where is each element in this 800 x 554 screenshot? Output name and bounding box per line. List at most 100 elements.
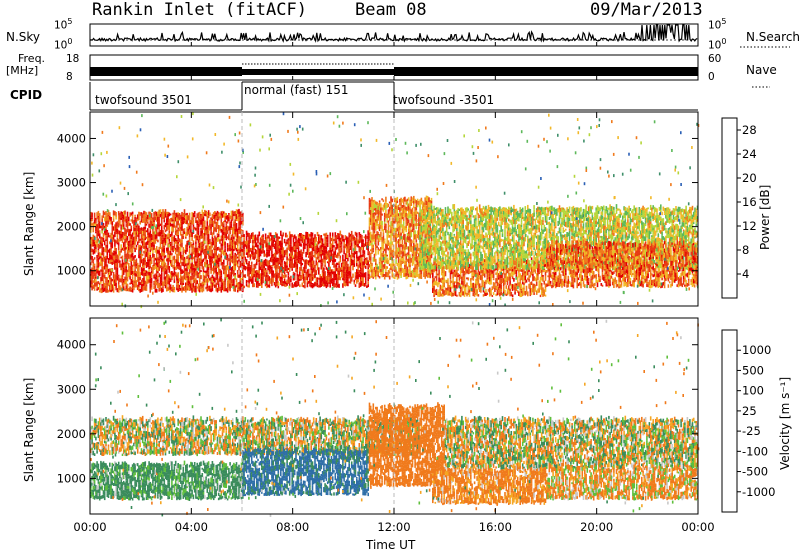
echo-cell bbox=[129, 276, 131, 279]
echo-cell bbox=[189, 213, 191, 216]
echo-cell bbox=[189, 216, 191, 221]
echo-cell bbox=[251, 262, 253, 265]
echo-cell bbox=[193, 240, 195, 242]
echo-cell bbox=[332, 241, 334, 244]
echo-cell bbox=[464, 276, 466, 279]
echo-cell bbox=[262, 234, 264, 237]
echo-cell bbox=[362, 277, 364, 281]
echo-cell bbox=[183, 283, 185, 285]
echo-cell bbox=[493, 274, 495, 278]
echo-cell bbox=[271, 267, 273, 269]
echo-cell bbox=[361, 257, 363, 262]
echo-cell bbox=[198, 230, 200, 235]
echo-cell bbox=[218, 234, 220, 237]
echo-cell bbox=[200, 275, 202, 279]
echo-cell bbox=[354, 256, 356, 259]
echo-cell bbox=[318, 267, 320, 270]
echo-cell bbox=[117, 268, 119, 271]
echo-cell bbox=[127, 277, 129, 282]
echo-cell bbox=[386, 255, 388, 257]
echo-cell bbox=[174, 235, 176, 238]
echo-cell bbox=[286, 265, 288, 268]
echo-cell bbox=[153, 245, 155, 247]
echo-cell bbox=[189, 260, 191, 264]
echo-cell bbox=[403, 221, 405, 226]
echo-cell bbox=[317, 262, 319, 266]
echo-cell bbox=[286, 253, 288, 257]
echo-cell bbox=[110, 217, 112, 221]
echo-cell bbox=[340, 256, 342, 259]
echo-cell bbox=[171, 260, 173, 264]
echo-cell bbox=[200, 255, 202, 257]
echo-cell bbox=[248, 284, 250, 288]
echo-cell bbox=[132, 212, 134, 215]
echo-cell bbox=[151, 260, 153, 264]
echo-cell bbox=[385, 197, 387, 202]
echo-cell bbox=[384, 241, 386, 244]
echo-cell bbox=[335, 271, 337, 273]
echo-cell bbox=[395, 245, 397, 248]
echo-cell bbox=[223, 223, 225, 225]
echo-cell bbox=[308, 269, 310, 274]
echo-cell bbox=[297, 264, 299, 269]
echo-cell bbox=[212, 287, 214, 291]
echo-cell bbox=[215, 244, 217, 247]
echo-cell bbox=[383, 232, 385, 235]
echo-cell bbox=[91, 213, 93, 218]
echo-cell bbox=[302, 263, 304, 265]
echo-cell bbox=[355, 284, 357, 287]
echo-cell bbox=[303, 274, 305, 277]
echo-cell bbox=[283, 247, 285, 250]
echo-cell bbox=[124, 215, 126, 217]
echo-cell bbox=[204, 220, 206, 224]
echo-cell bbox=[91, 219, 93, 221]
echo-cell bbox=[224, 282, 226, 285]
echo-cell bbox=[438, 273, 440, 275]
echo-cell bbox=[383, 270, 385, 272]
echo-cell bbox=[177, 272, 179, 274]
echo-cell bbox=[138, 269, 140, 271]
freq-trace-2 bbox=[242, 69, 394, 75]
echo-cell bbox=[369, 226, 371, 230]
echo-cell bbox=[152, 270, 154, 274]
echo-cell bbox=[259, 270, 261, 273]
echo-cell bbox=[109, 212, 111, 216]
echo-cell bbox=[324, 271, 326, 276]
echo-cell bbox=[236, 278, 238, 282]
echo-cell bbox=[385, 224, 387, 229]
echo-cell bbox=[260, 254, 262, 256]
echo-cell bbox=[384, 222, 386, 224]
echo-cell bbox=[184, 228, 186, 231]
echo-cell bbox=[158, 219, 160, 224]
echo-cell bbox=[233, 237, 235, 240]
echo-cell bbox=[94, 287, 96, 291]
echo-cell bbox=[107, 264, 109, 267]
echo-cell bbox=[362, 239, 364, 242]
echo-cell bbox=[177, 257, 179, 262]
echo-cell bbox=[416, 226, 418, 229]
echo-cell bbox=[131, 226, 133, 229]
echo-cell bbox=[414, 230, 416, 234]
echo-cell bbox=[100, 282, 102, 284]
echo-cell bbox=[397, 197, 399, 200]
echo-cell bbox=[117, 234, 119, 238]
echo-cell bbox=[139, 277, 141, 280]
echo-cell bbox=[375, 226, 377, 231]
echo-cell bbox=[171, 242, 173, 246]
echo-cell bbox=[327, 243, 329, 247]
echo-cell bbox=[493, 292, 495, 295]
echo-cell bbox=[95, 277, 97, 279]
echo-cell bbox=[99, 222, 101, 224]
echo-cell bbox=[413, 204, 415, 206]
echo-cell bbox=[115, 251, 117, 254]
echo-cell bbox=[335, 251, 337, 256]
echo-cell bbox=[222, 247, 224, 250]
echo-cell bbox=[375, 243, 377, 247]
echo-cell bbox=[399, 241, 401, 244]
echo-cell bbox=[118, 246, 120, 251]
echo-cell bbox=[212, 246, 214, 248]
echo-cell bbox=[383, 243, 385, 247]
echo-cell bbox=[99, 217, 101, 222]
echo-cell bbox=[262, 244, 264, 248]
echo-cell bbox=[98, 250, 100, 252]
